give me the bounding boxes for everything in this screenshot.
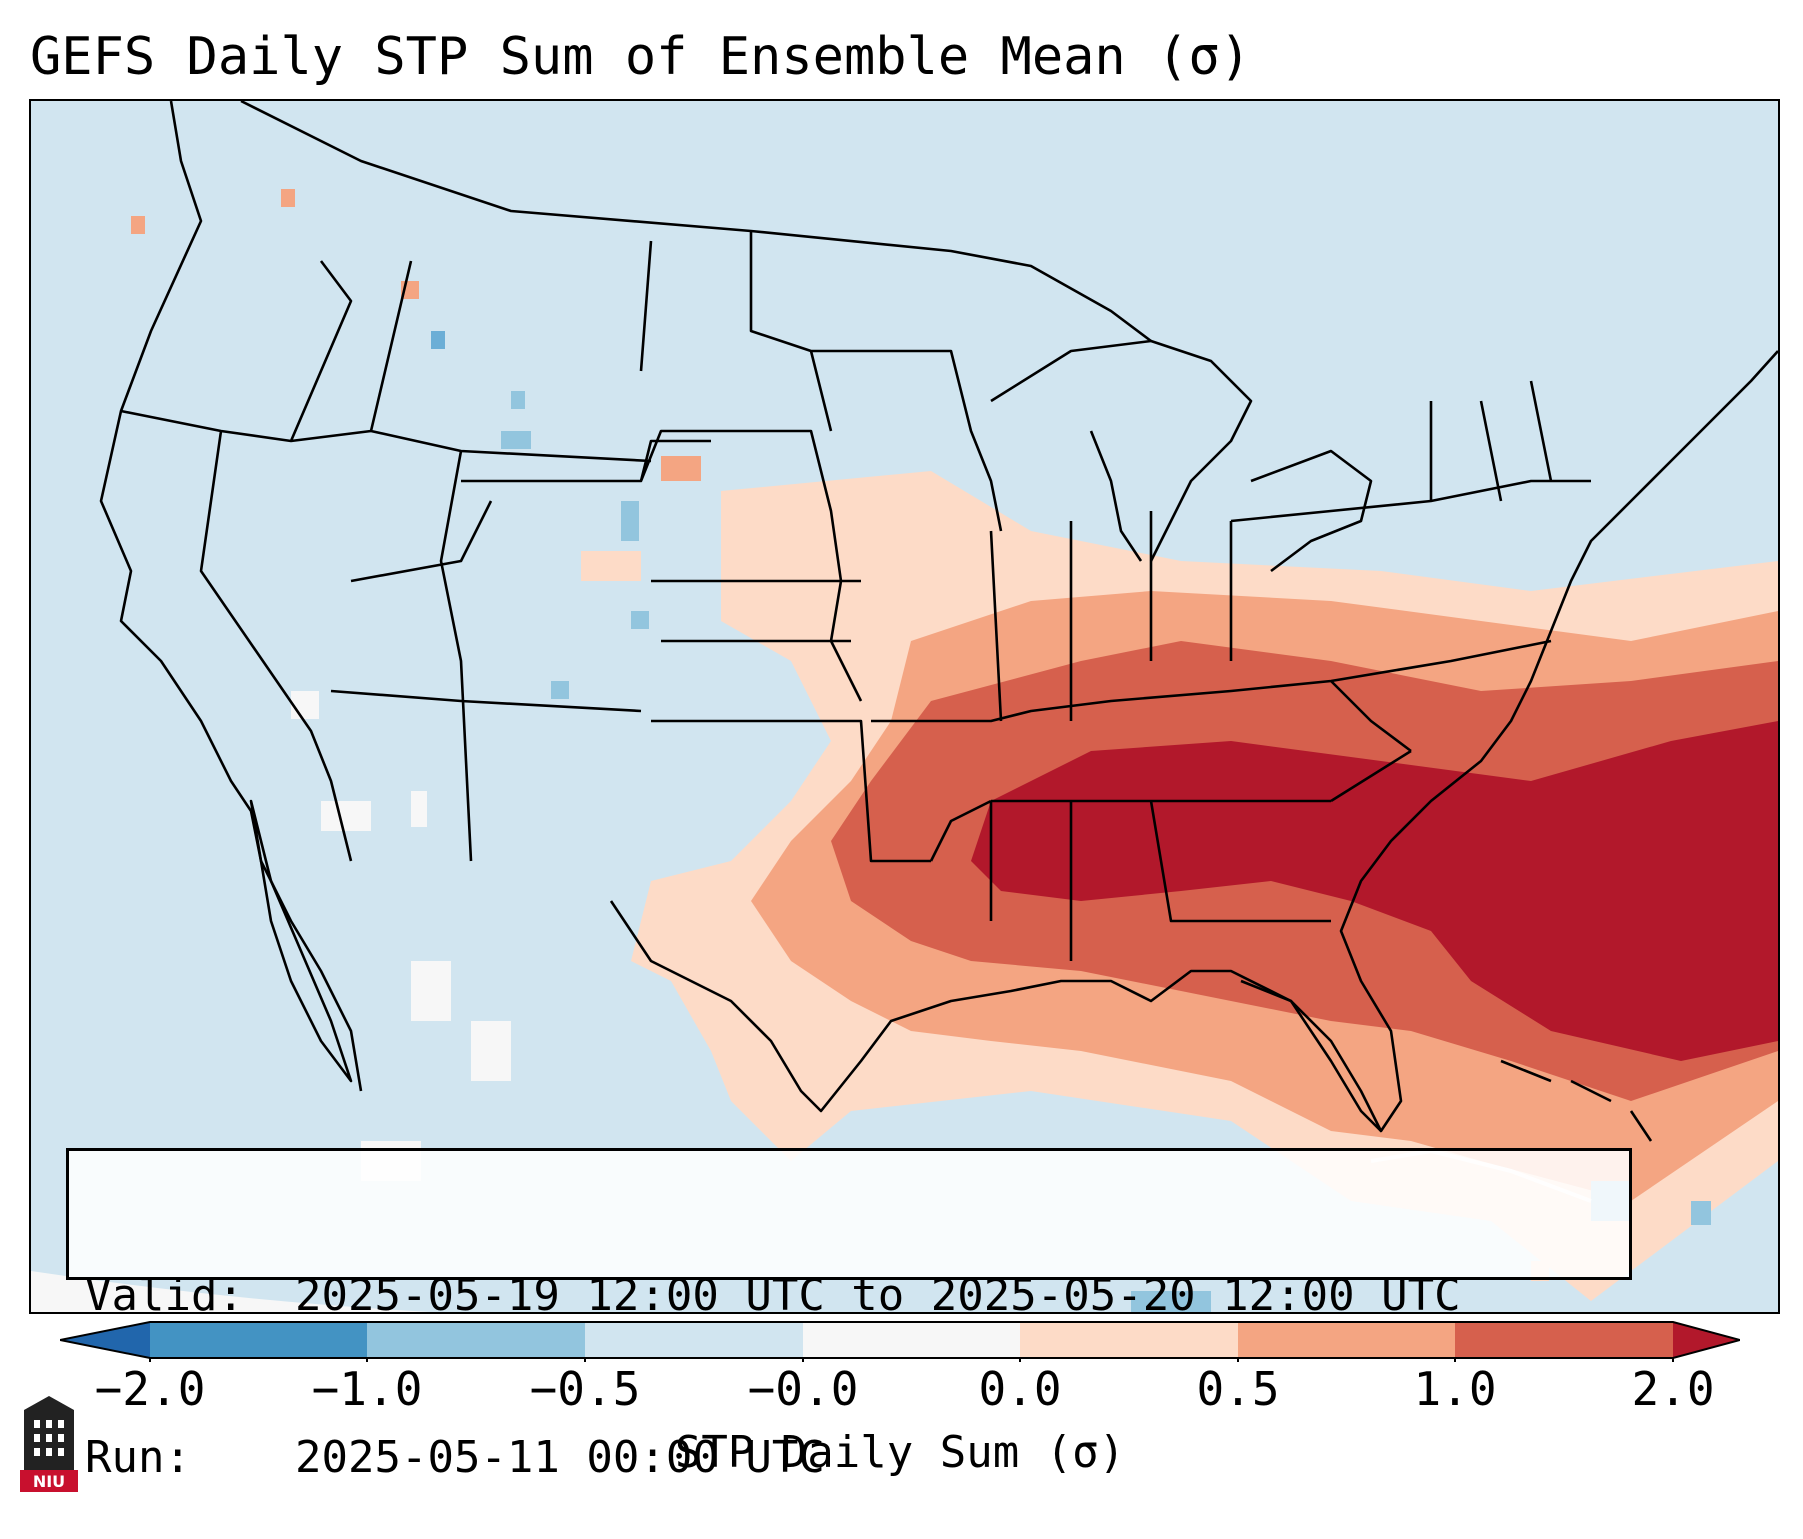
boundaries — [99, 101, 1778, 1203]
bahamas — [1500, 1059, 1653, 1142]
baja-peninsula — [249, 799, 353, 1083]
canada-border — [240, 101, 1152, 343]
colorbar-tick-label: 0.5 — [1196, 1362, 1280, 1416]
colorbar-bin-2 — [367, 1322, 585, 1358]
colorbar-under-arrow — [60, 1322, 150, 1358]
colorbar-tick-marks — [149, 1358, 1674, 1362]
colorbar-tick-label: −1.0 — [311, 1362, 423, 1416]
colorbar-bin-4 — [803, 1322, 1020, 1358]
colorbar-tick-label: 2.0 — [1631, 1362, 1715, 1416]
info-box: Valid: 2025-05-19 12:00 UTC to 2025-05-20… — [66, 1148, 1632, 1483]
pacific-coastline — [99, 101, 363, 1092]
run-value: 2025-05-11 00:00 UTC — [295, 1432, 825, 1483]
logo-windows — [34, 1420, 64, 1456]
valid-label: Valid: — [85, 1270, 244, 1321]
colorbar-tick-label: 1.0 — [1413, 1362, 1497, 1416]
valid-value: 2025-05-19 12:00 UTC to 2025-05-20 12:00… — [295, 1270, 1461, 1321]
colorbar-label: STP Daily Sum (σ) — [674, 1427, 1126, 1478]
hazard-region-extreme — [971, 721, 1778, 1061]
florida — [1240, 979, 1382, 1132]
logo-text: NIU — [33, 1472, 65, 1491]
colorbar-bin-6 — [1238, 1322, 1455, 1358]
niu-logo: NIU — [20, 1396, 78, 1492]
colorbar-tick-label: −2.0 — [94, 1362, 206, 1416]
great-lakes — [990, 339, 1373, 573]
map-canvas — [31, 101, 1778, 1312]
colorbar-bin-5 — [1020, 1322, 1238, 1358]
state-lines — [120, 231, 1591, 961]
map-frame — [29, 99, 1780, 1314]
colorbar-tick-label: 0.0 — [978, 1362, 1062, 1416]
logo-tower — [24, 1396, 74, 1470]
mexico-land — [31, 1271, 431, 1312]
colorbar-tick-label: −0.0 — [747, 1362, 859, 1416]
colorbar-over-arrow — [1673, 1322, 1740, 1358]
run-label: Run: — [85, 1432, 191, 1483]
logo-red-band — [20, 1470, 78, 1492]
colorbar-bin-7 — [1455, 1322, 1673, 1358]
colorbar-bin-3 — [585, 1322, 803, 1358]
run-row: Run: 2025-05-11 00:00 UTC — [85, 1431, 1613, 1485]
colorbar-tick-label: −0.5 — [529, 1362, 641, 1416]
colorbar — [60, 1321, 1740, 1362]
chart-title: GEFS Daily STP Sum of Ensemble Mean (σ) — [30, 27, 1251, 87]
colorbar-bin-1 — [150, 1322, 367, 1358]
valid-row: Valid: 2025-05-19 12:00 UTC to 2025-05-20… — [85, 1269, 1613, 1323]
